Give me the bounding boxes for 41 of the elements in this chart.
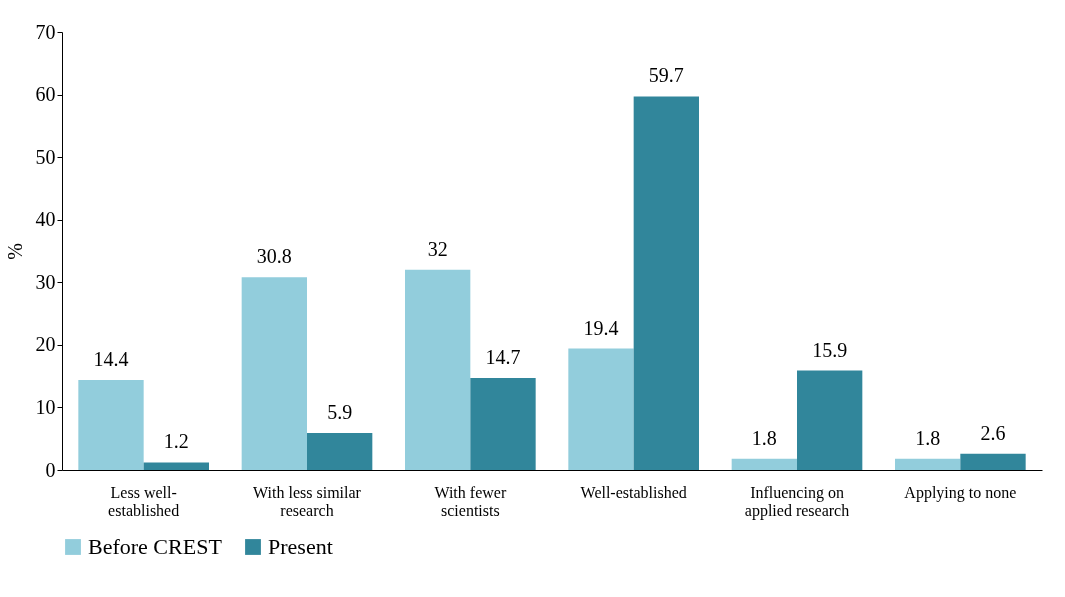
- bar: [143, 462, 209, 470]
- y-tick-label: 20: [35, 333, 56, 356]
- bar: [960, 453, 1026, 470]
- x-tick-label: With fewer scientists: [434, 483, 507, 519]
- y-tick-label: 0: [45, 458, 56, 481]
- x-tick-label: With less similar research: [253, 483, 362, 519]
- data-label: 19.4: [583, 316, 619, 339]
- data-label: 15.9: [812, 338, 848, 361]
- bar: [405, 269, 471, 470]
- bar: [731, 458, 797, 470]
- data-label: 30.8: [256, 245, 292, 268]
- y-tick-label: 30: [35, 270, 56, 293]
- bar: [895, 458, 961, 470]
- y-tick-label: 40: [35, 208, 56, 231]
- x-tick-label: Well-established: [580, 483, 687, 501]
- data-label: 32: [427, 237, 448, 260]
- legend-label: Before CREST: [88, 534, 223, 559]
- bar: [78, 379, 144, 470]
- bar: [568, 348, 634, 470]
- x-tick-label: Applying to none: [904, 483, 1017, 502]
- bar: [633, 96, 699, 470]
- data-label: 59.7: [648, 64, 684, 87]
- bar: [241, 277, 307, 470]
- legend-label: Present: [268, 534, 333, 559]
- bar: [470, 378, 536, 470]
- y-axis-title: %: [3, 243, 26, 260]
- data-label: 2.6: [980, 421, 1006, 444]
- bar: [797, 370, 863, 470]
- x-tick-label: Influencing on applied research: [744, 483, 850, 520]
- data-label: 14.7: [485, 346, 521, 369]
- data-label: 1.8: [915, 426, 941, 449]
- data-label: 1.2: [163, 430, 189, 453]
- data-label: 1.8: [751, 426, 777, 449]
- y-tick-label: 60: [35, 83, 56, 106]
- bar: [307, 433, 373, 470]
- data-label: 14.4: [93, 347, 129, 370]
- x-tick-label: Less well-established: [108, 483, 180, 519]
- y-tick-label: 50: [35, 145, 56, 168]
- y-tick-label: 70: [35, 20, 56, 43]
- y-tick-label: 10: [35, 395, 56, 418]
- data-label: 5.9: [327, 401, 353, 424]
